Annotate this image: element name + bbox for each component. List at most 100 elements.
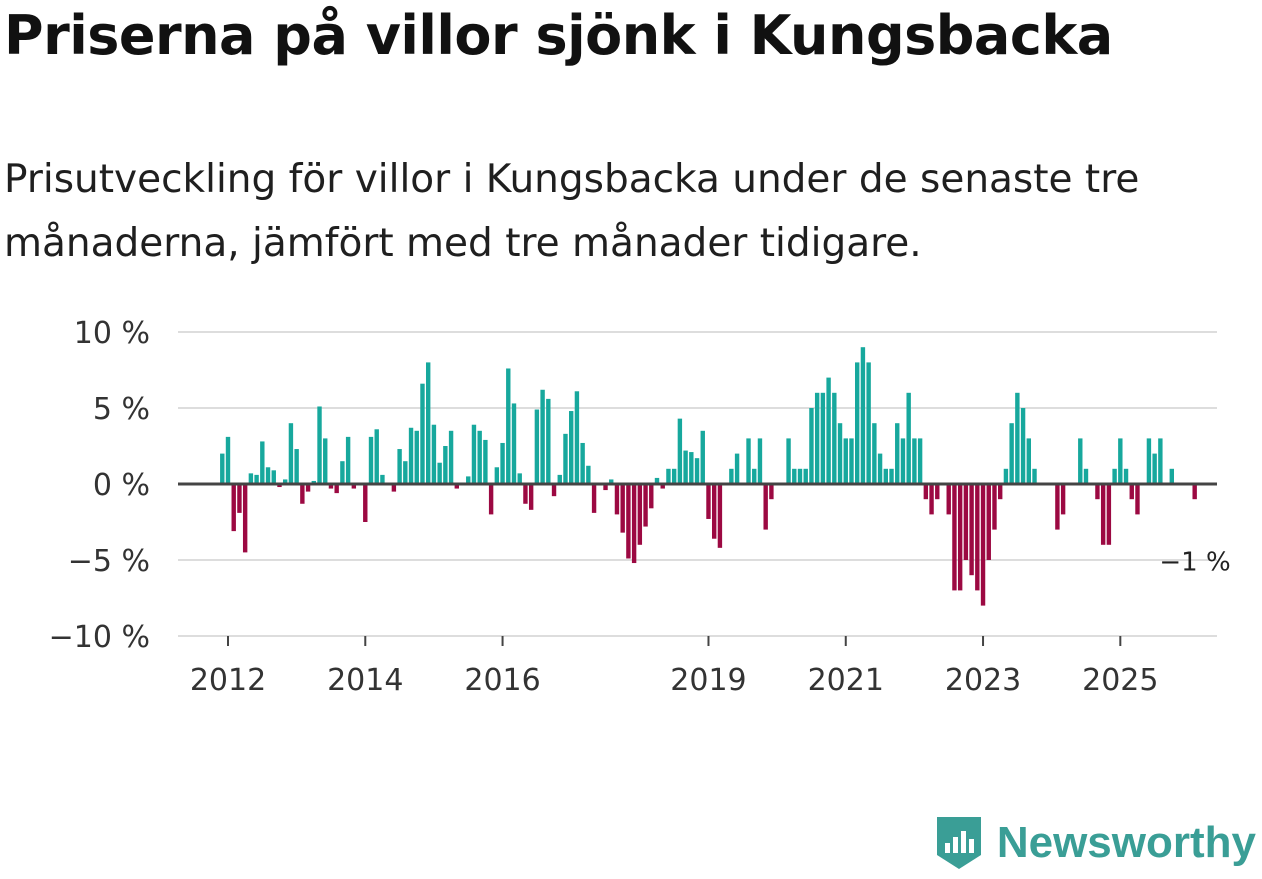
bar-negative — [923, 484, 929, 500]
bar-positive — [729, 468, 734, 484]
bar-positive — [1003, 468, 1009, 484]
bar-positive — [820, 392, 826, 484]
bar-negative — [957, 484, 963, 591]
bar-positive — [809, 408, 814, 484]
bar-negative — [998, 484, 1003, 500]
bar-positive — [866, 362, 871, 484]
y-tick-label: 5 % — [93, 392, 150, 427]
bar-negative — [603, 484, 608, 491]
bar-positive — [1078, 438, 1083, 484]
bar-positive — [786, 438, 791, 484]
bar-negative — [963, 484, 969, 560]
bar-negative — [631, 484, 637, 564]
bar-positive — [534, 409, 540, 484]
bar-positive — [1032, 468, 1037, 484]
bar-positive — [1118, 438, 1123, 484]
bar-positive — [225, 436, 231, 484]
bar-positive — [797, 468, 803, 484]
bar-positive — [734, 453, 740, 484]
bar-positive — [311, 480, 316, 484]
bar-positive — [849, 438, 854, 484]
bar-positive — [1026, 438, 1031, 484]
bar-negative — [363, 484, 368, 522]
bar-positive — [340, 461, 345, 484]
bar-positive — [414, 430, 419, 484]
bar-positive — [752, 468, 757, 484]
bar-positive — [540, 389, 545, 484]
y-tick-label: 10 % — [74, 316, 150, 351]
bar-positive — [254, 474, 259, 484]
bar-positive — [877, 453, 883, 484]
bar-positive — [265, 467, 271, 484]
bar-positive — [426, 362, 431, 484]
bar-positive — [466, 476, 471, 484]
x-tick-label: 2014 — [327, 663, 403, 698]
bar-positive — [700, 430, 705, 484]
bar-positive — [443, 446, 448, 484]
y-tick-label: −10 % — [49, 620, 150, 655]
bar-positive — [917, 438, 923, 484]
bar-positive — [872, 423, 877, 484]
bar-positive — [837, 423, 843, 484]
bar-negative — [969, 484, 974, 576]
last-value-label: −1 % — [1159, 548, 1230, 578]
bar-negative — [591, 484, 597, 513]
bar-negative — [620, 484, 625, 533]
bar-positive — [683, 450, 688, 484]
bar-positive — [288, 423, 294, 484]
bar-positive — [574, 391, 580, 484]
bar-positive — [374, 429, 379, 484]
bar-positive — [677, 418, 683, 484]
bar-negative — [763, 484, 768, 530]
bar-negative — [1106, 484, 1112, 545]
bar-positive — [1123, 468, 1129, 484]
bar-positive — [1020, 408, 1026, 484]
bar-negative — [391, 484, 397, 492]
bar-positive — [260, 441, 265, 484]
bar-positive — [220, 453, 225, 484]
bar-negative — [660, 484, 665, 489]
bar-positive — [1152, 453, 1157, 484]
y-tick-label: 0 % — [93, 468, 150, 503]
bar-positive — [380, 474, 385, 484]
y-axis-labels: 10 % 5 % 0 % −5 % −10 % — [49, 316, 150, 655]
bar-positive — [1169, 468, 1174, 484]
bar-negative — [242, 484, 248, 553]
bar-positive — [248, 473, 254, 484]
bar-positive — [883, 468, 888, 484]
bar-positive — [895, 423, 900, 484]
bar-negative — [328, 484, 334, 489]
bar-positive — [906, 392, 911, 484]
bar-positive — [420, 383, 425, 484]
bar-positive — [323, 438, 328, 484]
bar-negative — [946, 484, 951, 515]
bar-positive — [580, 442, 585, 484]
bar-positive — [569, 411, 574, 484]
bar-negative — [523, 484, 528, 504]
bar-positive — [586, 465, 591, 484]
bar-positive — [294, 449, 299, 484]
bar-positive — [437, 462, 442, 484]
bar-positive — [317, 406, 322, 484]
bar-negative — [488, 484, 494, 515]
bar-negative — [643, 484, 648, 527]
bar-negative — [305, 484, 311, 492]
bar-positive — [563, 433, 568, 484]
bar-positive — [1146, 438, 1152, 484]
bar-negative — [1095, 484, 1100, 500]
bar-negative — [551, 484, 557, 497]
bar-negative — [935, 484, 940, 500]
bar-negative — [237, 484, 242, 513]
bar-negative — [277, 484, 282, 488]
bar-negative — [1060, 484, 1066, 515]
bars — [220, 347, 1197, 606]
bar-negative — [975, 484, 980, 591]
x-tick-label: 2021 — [808, 663, 884, 698]
x-tick-label: 2019 — [670, 663, 746, 698]
bar-positive — [609, 479, 614, 484]
bar-negative — [1129, 484, 1134, 500]
bar-positive — [500, 442, 505, 484]
bar-negative — [717, 484, 723, 548]
bar-positive — [557, 474, 562, 484]
bar-positive — [1009, 423, 1014, 484]
